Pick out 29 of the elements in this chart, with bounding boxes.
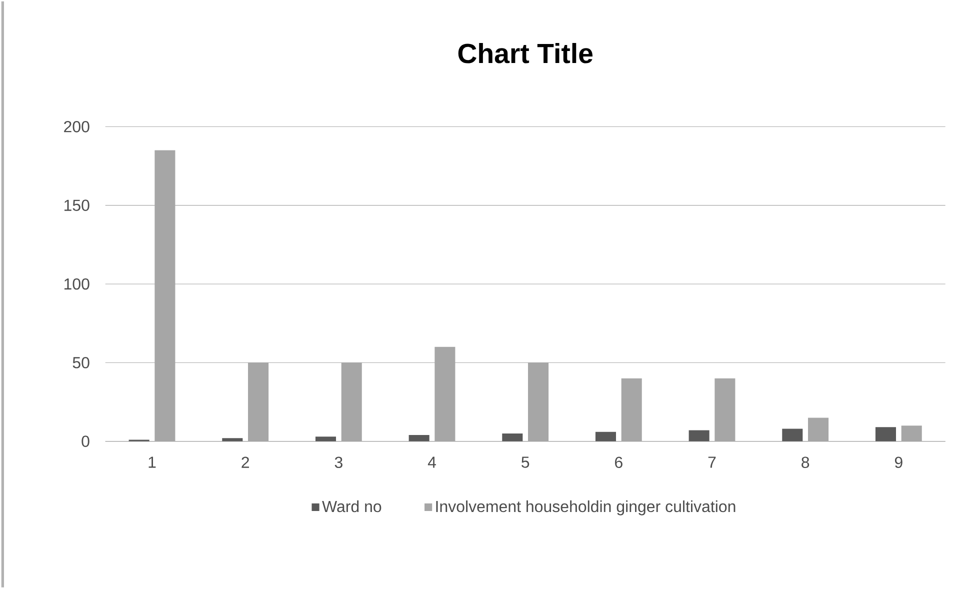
bar xyxy=(901,426,922,442)
bar xyxy=(595,432,616,442)
y-tick-label: 0 xyxy=(82,436,90,448)
y-tick-label: 200 xyxy=(64,121,90,132)
x-tick-label: 6 xyxy=(615,456,622,468)
y-tick-label: 50 xyxy=(72,357,90,368)
y-tick-label: 100 xyxy=(64,278,90,290)
chart-title: Chart Title xyxy=(458,43,593,64)
x-tick-label: 5 xyxy=(522,456,530,468)
bar xyxy=(222,438,243,442)
bar xyxy=(502,434,523,442)
x-tick-label: 2 xyxy=(242,456,249,468)
x-tick-label: 9 xyxy=(894,456,902,468)
x-tick-label: 8 xyxy=(802,456,810,468)
bar xyxy=(808,418,829,442)
y-tick-label: 150 xyxy=(64,200,90,212)
x-tick-label: 7 xyxy=(708,456,716,468)
bar xyxy=(875,427,896,442)
legend-label: Involvement householdin ginger cultivation xyxy=(436,500,736,516)
bar xyxy=(621,378,642,442)
legend-label: Ward no xyxy=(322,500,382,512)
x-tick-label: 1 xyxy=(148,456,156,468)
bar xyxy=(782,428,803,442)
x-tick-label: 3 xyxy=(334,456,342,468)
x-tick-label: 4 xyxy=(428,456,436,468)
bar xyxy=(315,436,336,442)
bar xyxy=(408,435,430,442)
bar xyxy=(714,378,736,442)
bar xyxy=(688,430,710,442)
